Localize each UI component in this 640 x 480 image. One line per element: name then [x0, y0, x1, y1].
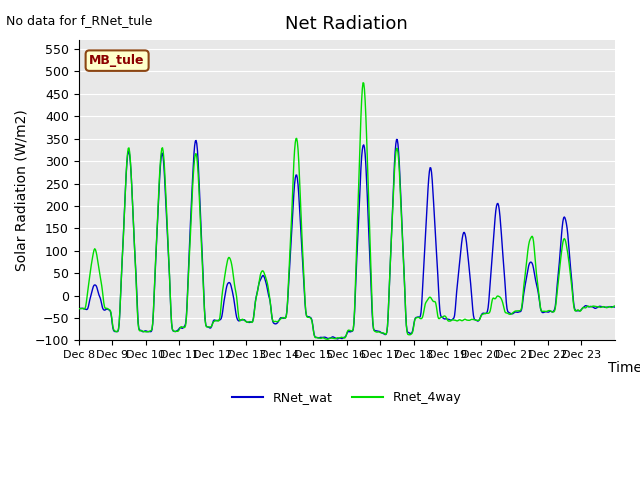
Y-axis label: Solar Radiation (W/m2): Solar Radiation (W/m2) — [15, 109, 29, 271]
X-axis label: Time: Time — [608, 361, 640, 375]
Line: RNet_wat: RNet_wat — [79, 139, 614, 339]
Rnet_4way — [433, 309, 441, 315]
Rnet_4way — [359, 80, 367, 85]
Rnet_4way — [75, 306, 83, 312]
Line: Rnet_4way: Rnet_4way — [79, 83, 614, 339]
Text: No data for f_RNet_tule: No data for f_RNet_tule — [6, 14, 153, 27]
RNet_wat — [75, 306, 83, 312]
Text: MB_tule: MB_tule — [90, 54, 145, 67]
RNet_wat — [433, 260, 441, 265]
RNet_wat — [393, 136, 401, 142]
RNet_wat — [236, 317, 244, 323]
Rnet_4way — [324, 336, 332, 342]
Rnet_4way — [611, 303, 618, 309]
Rnet_4way — [138, 328, 145, 334]
RNet_wat — [138, 328, 145, 334]
Rnet_4way — [283, 309, 291, 314]
RNet_wat — [333, 336, 341, 342]
Title: Net Radiation: Net Radiation — [285, 15, 408, 33]
Rnet_4way — [403, 329, 411, 335]
RNet_wat — [263, 282, 271, 288]
RNet_wat — [403, 328, 411, 334]
Rnet_4way — [263, 277, 271, 283]
RNet_wat — [283, 309, 291, 314]
Rnet_4way — [236, 318, 244, 324]
Legend: RNet_wat, Rnet_4way: RNet_wat, Rnet_4way — [227, 386, 467, 409]
RNet_wat — [611, 304, 618, 310]
